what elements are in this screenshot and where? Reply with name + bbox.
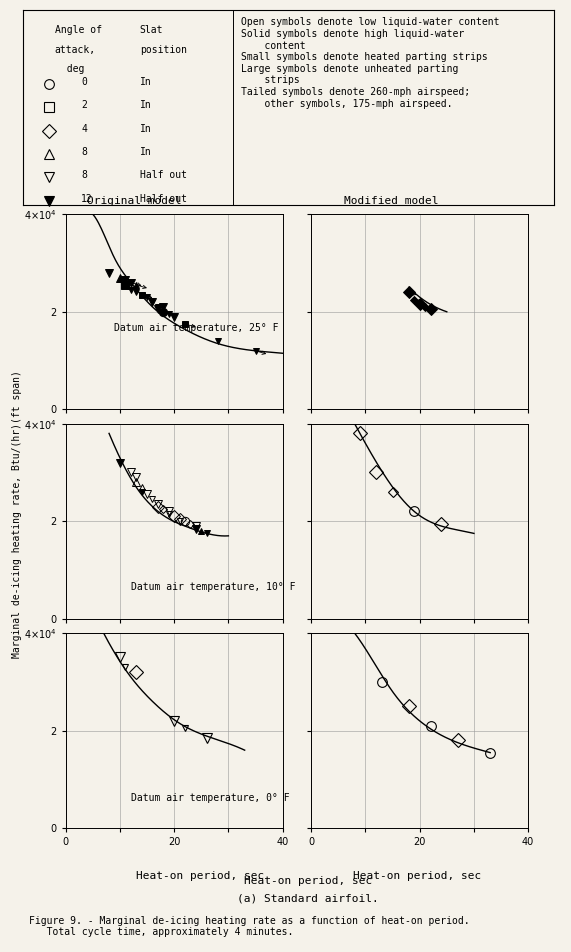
Text: In: In (140, 100, 151, 110)
Text: Datum air temperature, 10° F: Datum air temperature, 10° F (131, 582, 295, 591)
Text: 12: 12 (81, 194, 93, 204)
Text: Datum air temperature, 0° F: Datum air temperature, 0° F (131, 793, 289, 803)
Text: 4: 4 (81, 124, 87, 133)
Text: Marginal de-icing heating rate, Btu/(hr)(ft span): Marginal de-icing heating rate, Btu/(hr)… (12, 370, 22, 658)
Text: 2: 2 (81, 100, 87, 110)
Text: 0: 0 (81, 77, 87, 87)
Text: Datum air temperature, 25° F: Datum air temperature, 25° F (114, 324, 279, 333)
Text: Angle of: Angle of (55, 25, 102, 35)
Text: Original model: Original model (87, 196, 182, 207)
Text: attack,: attack, (55, 45, 96, 54)
Text: Modified model: Modified model (344, 196, 438, 207)
Text: deg: deg (55, 64, 84, 74)
Text: Heat-on period, sec: Heat-on period, sec (244, 876, 372, 885)
Text: Slat: Slat (140, 25, 163, 35)
Text: (a) Standard airfoil.: (a) Standard airfoil. (238, 894, 379, 903)
Text: In: In (140, 124, 151, 133)
Text: Half out: Half out (140, 170, 187, 181)
Text: In: In (140, 147, 151, 157)
Text: Half out: Half out (140, 194, 187, 204)
Text: position: position (140, 45, 187, 54)
Text: Heat-on period, sec: Heat-on period, sec (353, 871, 481, 881)
Text: Figure 9. - Marginal de-icing heating rate as a function of heat-on period.
   T: Figure 9. - Marginal de-icing heating ra… (29, 916, 469, 938)
Text: 8: 8 (81, 147, 87, 157)
Text: Open symbols denote low liquid-water content
Solid symbols denote high liquid-wa: Open symbols denote low liquid-water con… (240, 17, 499, 109)
Text: 8: 8 (81, 170, 87, 181)
Text: In: In (140, 77, 151, 87)
Text: Heat-on period, sec: Heat-on period, sec (136, 871, 264, 881)
Text: and out: and out (140, 215, 181, 226)
